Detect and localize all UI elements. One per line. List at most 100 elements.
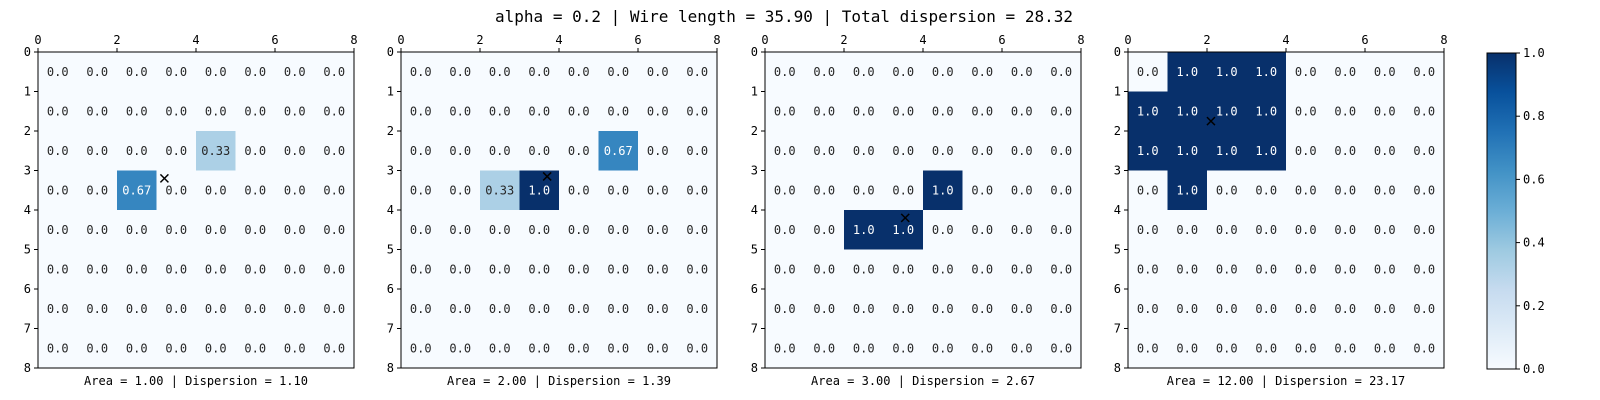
cell-label: 0.0 bbox=[813, 341, 835, 355]
heatmap-cell bbox=[923, 52, 963, 92]
heatmap-cell bbox=[559, 131, 599, 171]
heatmap-cell bbox=[962, 52, 1003, 92]
heatmap-cell bbox=[314, 170, 355, 211]
heatmap-panel: 0.0 0.0 0.0 0.0 0.0 0.0 0.0 0.0 0.0 0.0 0.0 0.0 0.0 0… bbox=[387, 33, 721, 388]
heatmap-cell bbox=[235, 210, 276, 250]
cell-label: 0.0 bbox=[1334, 144, 1356, 158]
colorbar-tick-label: 0.8 bbox=[1523, 109, 1545, 123]
cell-label: 0.0 bbox=[971, 223, 993, 237]
heatmap-cell bbox=[923, 289, 963, 329]
cell-label: 0.0 bbox=[813, 183, 835, 197]
cell-label: 0.0 bbox=[1050, 223, 1072, 237]
heatmap-cell bbox=[1246, 170, 1287, 211]
cell-label: 0.0 bbox=[410, 223, 432, 237]
cell-label: 1.0 bbox=[528, 183, 550, 197]
y-tick-label: 3 bbox=[24, 164, 31, 178]
heatmap-cell bbox=[314, 91, 355, 132]
y-tick-label: 4 bbox=[1114, 203, 1121, 217]
cell-label: 1.0 bbox=[1137, 104, 1159, 118]
cell-label: 0.0 bbox=[971, 104, 993, 118]
heatmap-cell bbox=[77, 170, 118, 211]
heatmap-cell bbox=[235, 289, 276, 329]
colorbar: 0.0 0.2 0.4 0.6 0.8 1.0 bbox=[1486, 46, 1545, 376]
heatmap-cell bbox=[1207, 328, 1247, 369]
cell-label: 0.0 bbox=[284, 262, 306, 276]
heatmap-cell bbox=[1207, 52, 1247, 92]
heatmap-cell bbox=[275, 131, 315, 171]
heatmap-cell bbox=[38, 91, 78, 132]
heatmap-cell bbox=[519, 131, 560, 171]
y-tick-label: 0 bbox=[387, 45, 394, 59]
heatmap-cell bbox=[1002, 131, 1042, 171]
centroid-marker bbox=[159, 173, 169, 183]
heatmap-cell bbox=[844, 210, 884, 250]
cell-label: 0.0 bbox=[813, 104, 835, 118]
y-tick-label: 1 bbox=[751, 85, 758, 99]
heatmap-cell bbox=[401, 91, 441, 132]
heatmap-cell bbox=[77, 210, 118, 250]
heatmap-cell bbox=[38, 170, 78, 211]
cell-label: 0.0 bbox=[813, 144, 835, 158]
heatmap-cell bbox=[1041, 52, 1082, 92]
heatmap-cell bbox=[804, 52, 845, 92]
cell-label: 0.0 bbox=[1011, 341, 1033, 355]
y-tick-label: 8 bbox=[24, 361, 31, 375]
heatmap-cell bbox=[235, 131, 276, 171]
cell-label: 0.0 bbox=[47, 65, 69, 79]
colorbar-tick-label: 0.6 bbox=[1523, 172, 1545, 186]
cell-label: 0.0 bbox=[647, 144, 669, 158]
y-tick-label: 6 bbox=[24, 282, 31, 296]
cell-label: 0.0 bbox=[489, 302, 511, 316]
centroid-marker bbox=[1206, 116, 1216, 126]
heatmap-cell bbox=[923, 249, 963, 290]
heatmap-cell bbox=[401, 170, 441, 211]
heatmap-cell bbox=[804, 249, 845, 290]
cell-label: 0.0 bbox=[449, 144, 471, 158]
heatmap-cell bbox=[1286, 52, 1326, 92]
cell-label: 0.0 bbox=[1011, 223, 1033, 237]
heatmap-cell bbox=[765, 289, 805, 329]
cell-label: 0.0 bbox=[86, 262, 108, 276]
cell-label: 0.0 bbox=[1334, 341, 1356, 355]
y-tick-label: 7 bbox=[24, 322, 31, 336]
heatmap-cell bbox=[156, 131, 197, 171]
heatmap-cell bbox=[962, 131, 1003, 171]
cell-label: 0.0 bbox=[1413, 183, 1435, 197]
cell-label: 0.0 bbox=[1137, 183, 1159, 197]
heatmap-cell bbox=[677, 131, 718, 171]
heatmap-cell bbox=[275, 52, 315, 92]
cell-label: 0.0 bbox=[126, 302, 148, 316]
cell-label: 0.0 bbox=[528, 262, 550, 276]
heatmap-cell bbox=[314, 328, 355, 369]
y-tick-label: 8 bbox=[1114, 361, 1121, 375]
heatmap-cell bbox=[765, 91, 805, 132]
cell-label: 0.0 bbox=[1255, 341, 1277, 355]
heatmap-cell bbox=[1167, 170, 1208, 211]
heatmap-cell bbox=[77, 289, 118, 329]
cell-label: 0.0 bbox=[323, 65, 345, 79]
heatmap-cell bbox=[1246, 52, 1287, 92]
cell-label: 0.0 bbox=[410, 262, 432, 276]
heatmap-cell bbox=[962, 91, 1003, 132]
heatmap-cell bbox=[156, 289, 197, 329]
heatmap-cell bbox=[1167, 91, 1208, 132]
cell-label: 0.0 bbox=[165, 104, 187, 118]
heatmap-cell bbox=[519, 170, 560, 211]
cell-label: 0.0 bbox=[892, 302, 914, 316]
cell-label: 0.0 bbox=[774, 341, 796, 355]
heatmap-cell bbox=[1207, 170, 1247, 211]
heatmap-cell bbox=[440, 91, 481, 132]
cell-label: 0.0 bbox=[1374, 341, 1396, 355]
cell-label: 0.0 bbox=[1176, 302, 1198, 316]
heatmap-cell bbox=[196, 52, 236, 92]
heatmap-cell bbox=[1404, 52, 1445, 92]
cell-label: 0.0 bbox=[1050, 262, 1072, 276]
heatmap-cell bbox=[1002, 170, 1042, 211]
cell-label: 0.0 bbox=[244, 302, 266, 316]
heatmap-cell bbox=[598, 52, 639, 92]
y-tick-label: 4 bbox=[24, 203, 31, 217]
y-tick-label: 6 bbox=[1114, 282, 1121, 296]
y-tick-label: 1 bbox=[24, 85, 31, 99]
heatmap-cell bbox=[1286, 91, 1326, 132]
